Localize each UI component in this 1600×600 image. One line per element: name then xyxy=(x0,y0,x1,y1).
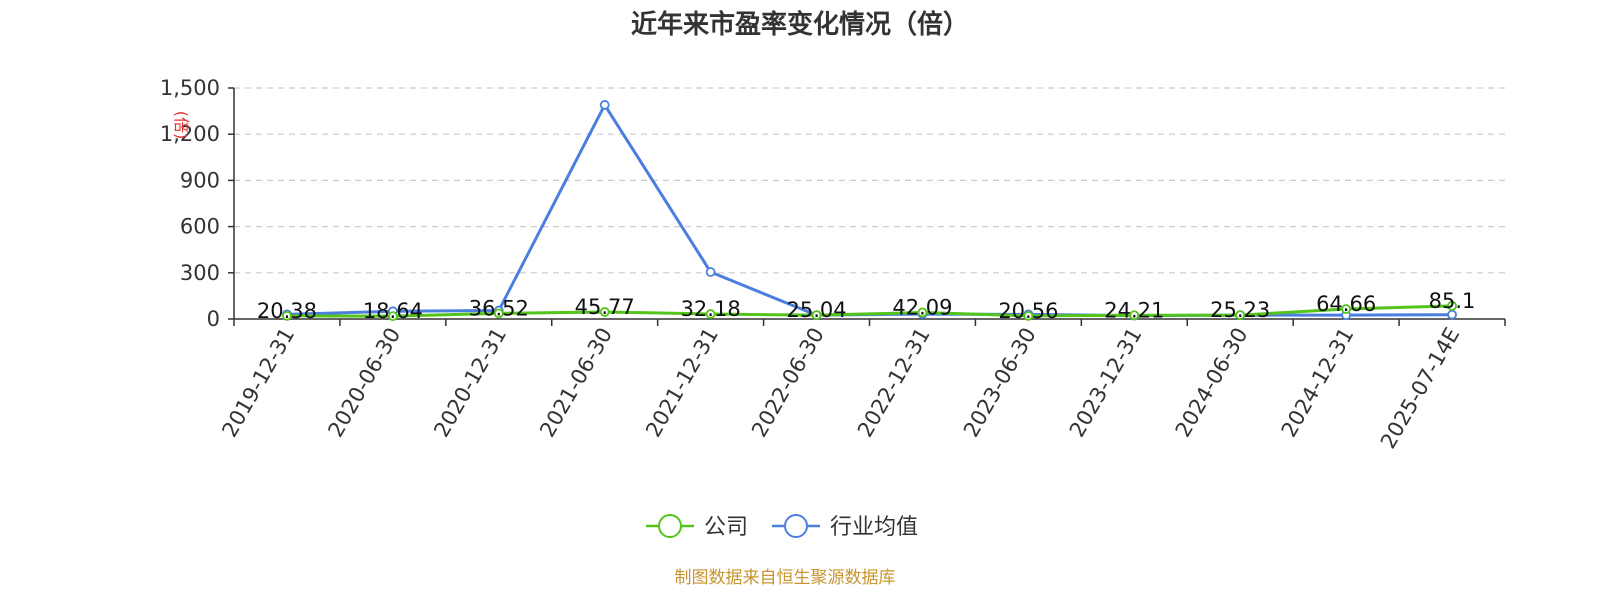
x-tick-label: 2021-12-31 xyxy=(641,324,723,442)
data-label: 42.09 xyxy=(892,296,952,320)
data-label: 18.64 xyxy=(363,299,423,323)
data-point[interactable] xyxy=(1341,304,1352,314)
legend-item-0[interactable]: 公司 xyxy=(646,514,748,540)
data-labels: 20.38 18.64 36.52 45.77 32.18 25.04 42.09 20.56… xyxy=(257,289,1476,323)
y-tick-label: 600 xyxy=(180,215,220,239)
legend[interactable]: 公司 行业均值 xyxy=(646,514,918,540)
y-tick-label: 0 xyxy=(207,307,220,331)
data-label: 45.77 xyxy=(575,295,635,319)
data-label: 36.52 xyxy=(469,296,529,320)
data-label: 20.56 xyxy=(998,299,1058,323)
legend-label: 行业均值 xyxy=(830,515,918,540)
x-tick-label: 2020-06-30 xyxy=(323,324,405,442)
data-point[interactable] xyxy=(917,307,928,318)
x-tick-label: 2024-12-31 xyxy=(1277,324,1359,442)
x-tick-label: 2023-12-31 xyxy=(1065,324,1147,442)
grid-lines xyxy=(234,87,1505,274)
data-point[interactable] xyxy=(1129,310,1140,321)
data-point[interactable] xyxy=(705,309,716,319)
data-label: 85.1 xyxy=(1429,289,1476,313)
data-point[interactable] xyxy=(811,310,822,321)
data-point[interactable] xyxy=(387,311,398,322)
data-point[interactable] xyxy=(1023,310,1034,321)
x-tick-label: 2021-06-30 xyxy=(535,324,617,442)
data-label: 32.18 xyxy=(681,297,741,321)
x-tick-label: 2022-06-30 xyxy=(747,324,829,442)
y-axis: 0 300 600 900 1,200 1,500 xyxy=(160,76,235,331)
legend-label: 公司 xyxy=(704,515,748,540)
x-tick-label: 2019-12-31 xyxy=(217,324,299,442)
data-point[interactable] xyxy=(1235,310,1246,321)
data-point[interactable] xyxy=(599,307,610,317)
y-tick-label: 1,500 xyxy=(160,76,220,100)
x-tick-label: 2024-06-30 xyxy=(1171,324,1253,442)
data-label: 24.21 xyxy=(1104,298,1164,322)
data-point[interactable] xyxy=(599,100,610,110)
data-point[interactable] xyxy=(1447,300,1457,311)
data-label: 64.66 xyxy=(1316,292,1376,316)
legend-marker xyxy=(658,514,682,538)
x-tick-label: 2025-07-14E xyxy=(1376,324,1464,453)
y-tick-label: 300 xyxy=(180,261,220,285)
series-line-0 xyxy=(286,304,1453,318)
y-tick-label: 1,200 xyxy=(160,122,220,146)
data-point[interactable] xyxy=(282,310,292,321)
data-point[interactable] xyxy=(705,267,716,277)
y-tick-label: 900 xyxy=(180,168,220,192)
data-label: 25.23 xyxy=(1210,298,1270,322)
x-axis: 2019-12-31 2020-06-30 2020-12-31 2021-06-30… xyxy=(217,318,1506,453)
x-tick-label: 2020-12-31 xyxy=(429,323,511,441)
series-layer xyxy=(282,100,1457,322)
legend-marker xyxy=(784,514,808,538)
data-point[interactable] xyxy=(493,308,504,319)
legend-item-1[interactable]: 行业均值 xyxy=(772,514,918,540)
source-note: 制图数据来自恒生聚源数据库 xyxy=(675,568,896,588)
x-tick-label: 2022-12-31 xyxy=(853,323,935,441)
data-label: 20.38 xyxy=(257,299,317,323)
chart-title: 近年来市盈率变化情况（倍） xyxy=(631,9,969,40)
x-tick-label: 2023-06-30 xyxy=(959,324,1041,442)
data-label: 25.04 xyxy=(786,298,846,322)
series-line-1 xyxy=(286,103,1453,318)
y-axis-unit-label: (倍) xyxy=(172,111,191,140)
